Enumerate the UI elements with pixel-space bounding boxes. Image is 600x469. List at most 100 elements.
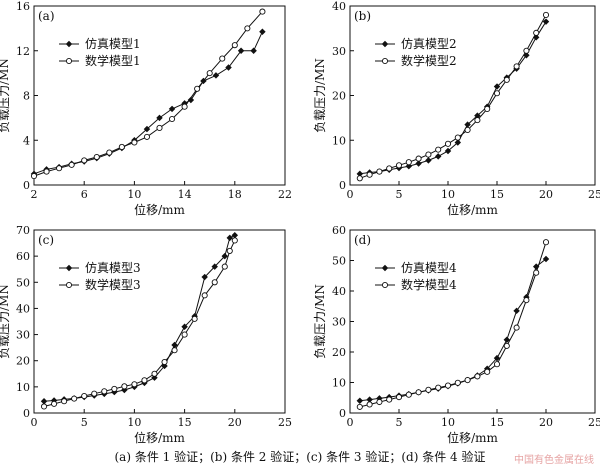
data-point — [93, 153, 100, 161]
legend-marker — [381, 57, 389, 65]
data-point — [503, 76, 510, 83]
data-point — [425, 151, 432, 158]
x-tick-label: 6 — [81, 188, 88, 201]
y-tick-label: 20 — [16, 355, 30, 368]
data-point — [356, 397, 364, 405]
data-point — [225, 64, 232, 71]
data-point — [212, 72, 220, 79]
data-point — [71, 395, 78, 402]
x-tick-label: 10 — [441, 188, 455, 201]
series-2 — [356, 239, 550, 410]
y-tick-label: 16 — [16, 0, 30, 13]
data-point — [366, 171, 373, 178]
y-tick-label: 50 — [332, 255, 346, 268]
y-tick-label: 10 — [16, 381, 30, 394]
x-tick-label: 25 — [588, 416, 600, 429]
data-point — [435, 384, 442, 391]
legend-label: 数学模型3 — [85, 277, 141, 292]
plot-frame — [33, 5, 286, 186]
data-point — [405, 391, 412, 398]
data-point — [121, 386, 128, 394]
data-point — [118, 143, 125, 151]
data-point — [201, 273, 208, 281]
plot-frame — [349, 5, 596, 186]
x-tick-label: 10 — [127, 416, 141, 429]
data-point — [493, 361, 501, 368]
plot-frame — [349, 229, 596, 414]
data-point — [474, 373, 481, 380]
y-tick-label: 30 — [332, 45, 346, 58]
data-point — [533, 269, 540, 276]
data-point — [231, 232, 239, 239]
data-point — [40, 403, 48, 410]
y-tick-label: 50 — [16, 276, 30, 289]
data-point — [156, 124, 163, 131]
legend-label: 数学模型1 — [85, 53, 141, 68]
y-tick-label: 20 — [332, 90, 346, 103]
x-tick-label: 15 — [178, 416, 192, 429]
data-point — [56, 165, 63, 172]
data-point — [415, 389, 422, 396]
data-point — [68, 161, 75, 168]
y-axis-label: 负载压力/MN — [0, 284, 11, 359]
panel-label: (b) — [354, 9, 371, 23]
data-point — [231, 237, 238, 244]
data-point — [493, 354, 501, 362]
x-tick-label: 15 — [490, 416, 504, 429]
data-point — [143, 125, 151, 133]
data-point — [366, 401, 373, 408]
data-point — [51, 400, 58, 407]
data-point — [493, 83, 501, 90]
data-point — [415, 160, 422, 167]
data-point — [523, 297, 530, 304]
series-2 — [356, 11, 550, 182]
data-point — [168, 115, 176, 123]
data-point — [237, 47, 245, 54]
y-axis-label: 负载压力/MN — [313, 284, 327, 359]
y-tick-label: 20 — [332, 346, 346, 359]
data-point — [250, 47, 257, 54]
data-point — [91, 390, 98, 397]
data-point — [226, 247, 233, 254]
data-point — [425, 157, 432, 164]
data-point — [376, 398, 383, 406]
legend: 仿真模型3 数学模型3 — [59, 261, 141, 292]
x-axis-label: 位移/mm — [134, 202, 185, 217]
chart-panel-3: 0 5 10 15 20 25 0 10 20 30 40 50 60 70 位移/mm 负载压力/MN (c)… — [0, 224, 292, 445]
data-point — [542, 255, 550, 263]
x-tick-label: 18 — [228, 188, 242, 201]
data-point — [395, 394, 403, 401]
data-point — [542, 239, 550, 246]
chart-panel-2: 0 5 10 15 20 25 0 10 20 30 40 位移/mm 负载压力/MN (b) 仿真模型2 数… — [313, 0, 600, 217]
x-tick-label: 10 — [127, 188, 141, 201]
x-tick-label: 5 — [396, 188, 403, 201]
legend-marker — [65, 281, 73, 289]
x-tick-label: 25 — [278, 416, 292, 429]
legend-label: 仿真模型3 — [85, 261, 141, 275]
data-point — [43, 168, 50, 175]
legend-label: 仿真模型1 — [85, 37, 141, 51]
data-point — [244, 25, 251, 32]
x-tick-label: 10 — [441, 416, 455, 429]
data-point — [513, 307, 520, 315]
data-point — [61, 398, 68, 405]
data-point — [40, 398, 48, 405]
y-tick-label: 30 — [16, 329, 30, 342]
y-tick-label: 0 — [339, 179, 346, 192]
data-point — [151, 374, 158, 381]
y-tick-label: 0 — [23, 407, 30, 420]
data-point — [425, 386, 432, 393]
data-point — [484, 105, 491, 112]
legend: 仿真模型2 数学模型2 — [375, 37, 457, 68]
data-point — [111, 385, 118, 392]
y-tick-label: 0 — [339, 407, 346, 420]
data-point — [444, 382, 452, 389]
watermark: 中国有色金属在线 — [514, 455, 594, 466]
y-tick-label: 10 — [332, 134, 346, 147]
data-point — [221, 252, 228, 260]
plot-frame — [33, 229, 286, 414]
y-tick-label: 8 — [23, 90, 30, 103]
y-tick-label: 60 — [16, 250, 30, 263]
data-point — [356, 403, 363, 410]
